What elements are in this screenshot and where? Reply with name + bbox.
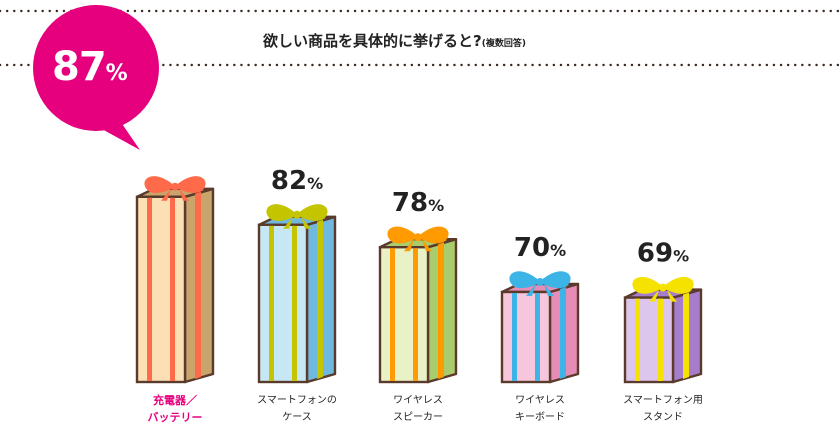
value-label: 78% [392, 188, 444, 218]
gift-box-bar [500, 271, 580, 384]
bottom-dotted-line [0, 63, 840, 67]
highlight-value: 87% [52, 44, 128, 90]
chart-title-main: 欲しい商品を具体的に挙げると? [263, 32, 482, 50]
category-label: ワイヤレスキーボード [485, 392, 595, 426]
gift-box-bar [378, 226, 458, 384]
category-label-line: ワイヤレス [393, 395, 443, 406]
category-label-line: キーボード [515, 412, 565, 423]
category-label: スマートフォンの ケース [242, 392, 352, 426]
chart-title: 欲しい商品を具体的に挙げると?(複数回答) [263, 30, 526, 51]
value-label: 82% [271, 166, 323, 196]
category-label-line: ケース [282, 412, 312, 423]
category-label-line: スマートフォン用 [623, 395, 703, 406]
category-label: 充電器／ バッテリー [120, 392, 230, 426]
gift-box-bar [623, 277, 703, 384]
value-label: 69% [637, 239, 689, 269]
category-label-line: スマートフォンの [257, 395, 337, 406]
category-label: ワイヤレススピーカー [363, 392, 473, 426]
gift-box-bar [135, 176, 215, 384]
top-dotted-line [0, 9, 840, 13]
value-label: 70% [514, 233, 566, 263]
category-label: スマートフォン用 スタンド [608, 392, 718, 426]
category-label-line: ワイヤレス [515, 395, 565, 406]
chart-title-note: (複数回答) [481, 39, 526, 49]
category-label-line: 充電器／ [153, 394, 197, 407]
gift-box-bar [257, 204, 337, 384]
highlight-value-unit: % [105, 61, 128, 86]
category-label-line: スタンド [643, 412, 683, 423]
highlight-value-number: 87 [52, 44, 107, 90]
category-label-line: バッテリー [147, 411, 203, 424]
category-label-line: スピーカー [393, 412, 443, 423]
highlight-bubble [33, 5, 159, 150]
